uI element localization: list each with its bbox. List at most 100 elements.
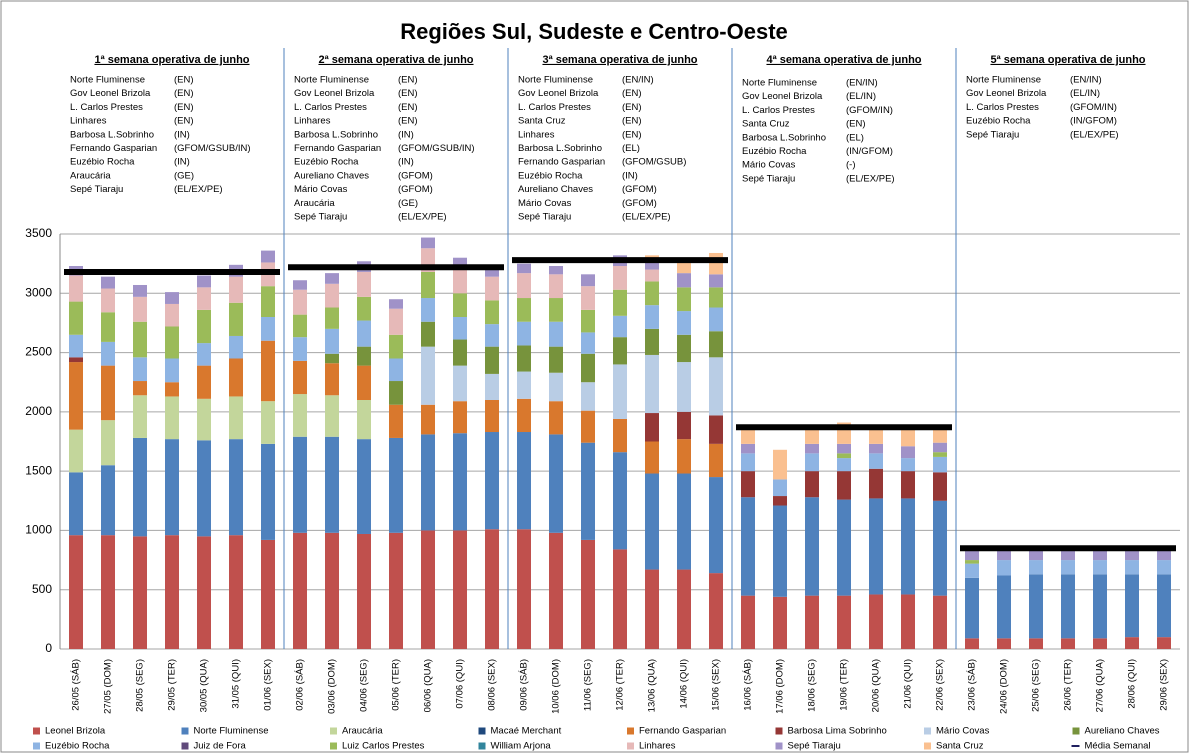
plant-name: L. Carlos Prestes <box>518 102 591 113</box>
plant-status: (GFOM/GSUB/IN) <box>174 143 251 154</box>
bar-segment <box>1125 574 1139 638</box>
legend-marker <box>627 727 634 735</box>
legend-label: Norte Fluminense <box>194 726 269 737</box>
plant-status: (EL) <box>846 132 864 143</box>
bar-segment <box>677 569 691 649</box>
plant-status: (IN) <box>398 157 414 168</box>
plant-status: (EN) <box>174 88 194 99</box>
legend-marker <box>181 727 189 735</box>
plant-name: Norte Fluminense <box>742 78 817 89</box>
bar-segment <box>325 436 339 533</box>
bar-segment <box>709 573 723 649</box>
plant-status: (EN) <box>622 116 642 127</box>
bar-segment <box>133 381 147 396</box>
bar-segment <box>165 326 179 359</box>
bar-segment <box>997 575 1011 639</box>
plant-name: Gov Leonel Brizola <box>518 88 599 99</box>
bar-segment <box>741 443 755 454</box>
bar-segment <box>581 286 595 310</box>
plant-name: Gov Leonel Brizola <box>966 88 1047 99</box>
bar-segment <box>1061 560 1075 575</box>
plant-name: Mário Covas <box>294 184 348 195</box>
bar-segment <box>69 429 83 473</box>
bar-segment <box>229 439 243 536</box>
bar-segment <box>133 437 147 537</box>
legend-marker <box>33 742 40 750</box>
bar-segment <box>165 382 179 397</box>
bar-segment <box>805 471 819 498</box>
plant-status: (EN/IN) <box>622 75 654 86</box>
bar-segment <box>709 307 723 332</box>
bar-segment <box>453 293 467 317</box>
bar-segment <box>1093 574 1107 639</box>
bar-segment <box>197 309 211 344</box>
bar-segment <box>933 500 947 596</box>
bar-segment <box>677 311 691 335</box>
bar-segment <box>965 563 979 578</box>
bar-segment <box>869 498 883 595</box>
bar-segment <box>741 471 755 498</box>
plant-status: (EN) <box>622 129 642 140</box>
bar-segment <box>613 364 627 419</box>
x-tick-label: 24/06 (DOM) <box>999 659 1010 714</box>
legend-label: Média Semanal <box>1085 741 1151 752</box>
bar-segment <box>261 340 275 402</box>
plant-name: Linhares <box>294 116 331 127</box>
bar-segment <box>485 400 499 433</box>
bar-segment <box>165 292 179 304</box>
plant-status: (EL) <box>622 143 640 154</box>
plant-status: (EL/IN) <box>1070 88 1100 99</box>
bar-segment <box>357 400 371 440</box>
plant-status: (IN) <box>174 157 190 168</box>
bar-segment <box>1093 638 1107 649</box>
bar-segment <box>197 398 211 441</box>
plant-status: (EN) <box>174 102 194 113</box>
plant-status: (EN/IN) <box>846 78 878 89</box>
bar-segment <box>677 411 691 440</box>
bar-segment <box>645 269 659 282</box>
bar-segment <box>1093 550 1107 561</box>
bar-segment <box>933 595 947 649</box>
y-tick-label: 2000 <box>25 404 52 418</box>
bar-segment <box>709 477 723 574</box>
bar-segment <box>517 298 531 322</box>
x-tick-label: 05/06 (TER) <box>391 659 402 711</box>
bar-segment <box>325 328 339 354</box>
bar-segment <box>453 401 467 434</box>
bar-segment <box>389 334 403 359</box>
y-tick-label: 1000 <box>25 523 52 537</box>
bar-segment <box>773 479 787 497</box>
bar-segment <box>613 315 627 338</box>
plant-status: (EL/IN) <box>846 91 876 102</box>
bar-segment <box>1157 560 1171 575</box>
plant-name: Aureliano Chaves <box>518 184 593 195</box>
bar-segment <box>613 289 627 316</box>
bar-segment <box>965 560 979 564</box>
bar-segment <box>933 442 947 453</box>
bar-segment <box>549 401 563 435</box>
bar-segment <box>549 532 563 649</box>
plant-status: (GFOM) <box>622 184 657 195</box>
bar-segment <box>69 362 83 430</box>
bar-segment <box>421 434 435 531</box>
bar-segment <box>549 372 563 402</box>
bar-segment <box>933 456 947 473</box>
x-tick-label: 18/06 (SEG) <box>807 659 818 712</box>
bar-segment <box>613 452 627 550</box>
bar-segment <box>453 339 467 366</box>
bar-segment <box>1061 550 1075 561</box>
x-tick-label: 29/05 (TER) <box>167 659 178 711</box>
bar-segment <box>1029 550 1043 561</box>
bar-segment <box>453 365 467 402</box>
legend-marker <box>478 727 486 735</box>
bar-segment <box>293 337 307 361</box>
x-tick-label: 26/06 (TER) <box>1063 659 1074 711</box>
bar-segment <box>389 299 403 309</box>
bar-segment <box>421 404 435 435</box>
bar-segment <box>165 396 179 440</box>
bar-segment <box>805 595 819 649</box>
legend-marker <box>924 727 931 735</box>
bar-segment <box>517 371 531 399</box>
bar-segment <box>901 594 915 649</box>
bar-segment <box>677 334 691 363</box>
